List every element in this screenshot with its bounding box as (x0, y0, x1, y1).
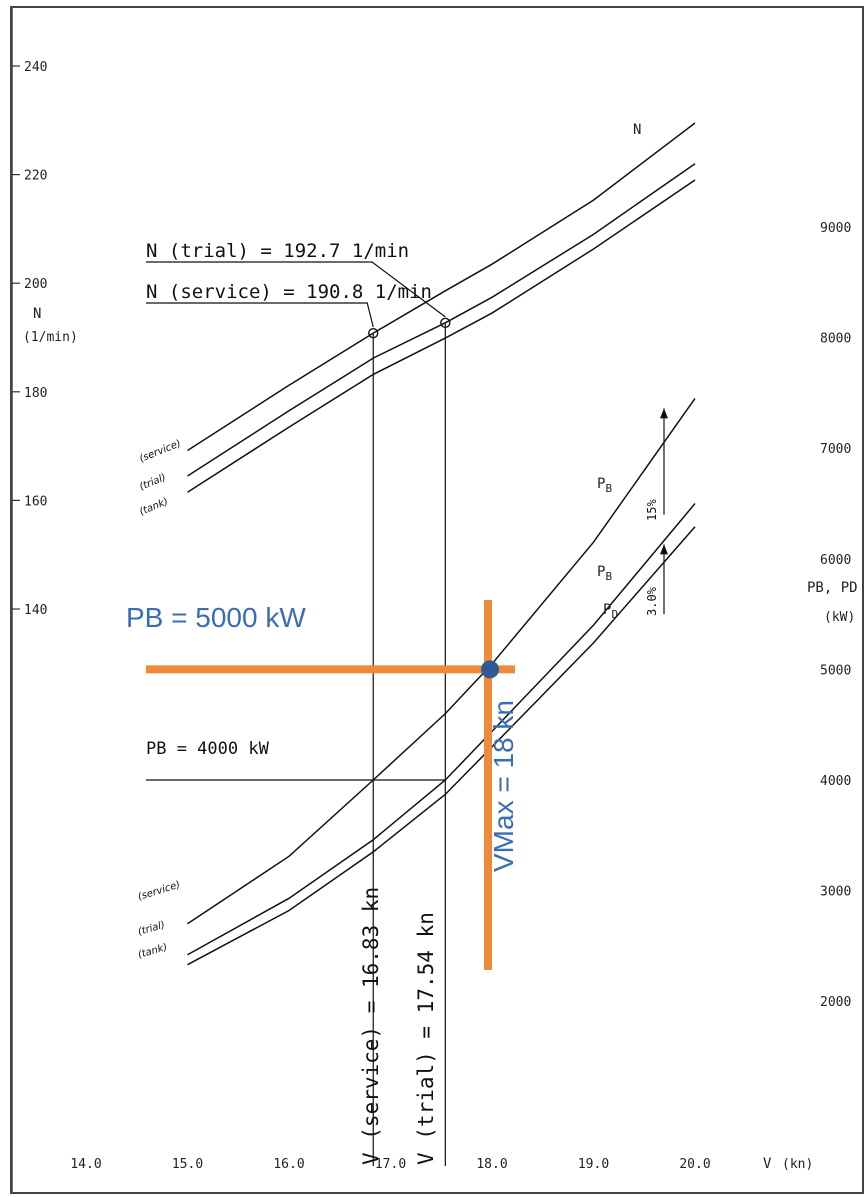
highlight-overlay (146, 600, 515, 970)
y-right-tick-label: 2000 (820, 995, 851, 1010)
pb-4000-annotation: PB = 4000 kW (146, 739, 270, 759)
axis-ticks: 14.0 15.0 16.0 17.0 18.0 19.0 20.0 240 220 200 180… (12, 60, 851, 1172)
x-tick-label: 16.0 (273, 1157, 304, 1172)
y-right-tick-label: 7000 (820, 442, 851, 457)
x-tick-label: 18.0 (476, 1157, 507, 1172)
y-left-tick-label: 160 (24, 494, 47, 509)
vmax-callout: VMax = 18 kn (488, 700, 519, 872)
n-service-marker (368, 327, 379, 339)
n-service-annotation: N (service) = 190.8 1/min (146, 281, 432, 303)
y-left-label: N (33, 306, 41, 322)
reference-lines (146, 261, 668, 1166)
y-right-tick-label: 4000 (820, 774, 851, 789)
v-trial-annotation: V (trial) = 17.54 kn (414, 912, 438, 1165)
x-tick-label: 19.0 (578, 1157, 609, 1172)
y-left-tick-label: 200 (24, 277, 47, 292)
pb-5000-callout: PB = 5000 kW (126, 602, 306, 633)
y-right-tick-label: 3000 (820, 885, 851, 900)
x-tick-label: 20.0 (679, 1157, 710, 1172)
n-curve-label: N (633, 122, 641, 138)
margin-15-label: 15% (645, 499, 659, 521)
series-line-N-service (187, 122, 696, 452)
y-left-unit: (1/min) (23, 330, 78, 345)
y-right-tick-label: 8000 (820, 332, 851, 347)
x-axis-unit: (kn) (782, 1157, 813, 1172)
n-trial-marker (440, 317, 451, 329)
y-left-tick-label: 140 (24, 603, 47, 618)
y-left-tick-label: 220 (24, 169, 47, 184)
y-right-tick-label: 6000 (820, 553, 851, 568)
operating-point-marker (481, 660, 499, 679)
n-service-leader (146, 302, 374, 328)
x-tick-label: 15.0 (172, 1157, 203, 1172)
y-right-unit: (kW) (824, 610, 855, 625)
y-left-tick-label: 180 (24, 386, 47, 401)
margin-3-arrowhead (660, 544, 668, 555)
n-trial-leader (146, 261, 446, 318)
y-right-tick-label: 9000 (820, 221, 851, 236)
n-trial-annotation: N (trial) = 192.7 1/min (146, 240, 409, 262)
y-right-label: PB, PD (807, 580, 858, 596)
y-right-tick-label: 5000 (820, 663, 851, 678)
x-tick-label: 17.0 (375, 1157, 406, 1172)
chart-frame (10, 6, 864, 1194)
x-tick-label: 14.0 (70, 1157, 101, 1172)
margin-15-arrowhead (660, 408, 668, 419)
margin-3-label: 3.0% (645, 586, 659, 616)
x-axis-label: V (763, 1156, 772, 1172)
y-left-tick-label: 240 (24, 60, 47, 75)
v-service-annotation: V (service) = 16.83 kn (359, 887, 383, 1165)
